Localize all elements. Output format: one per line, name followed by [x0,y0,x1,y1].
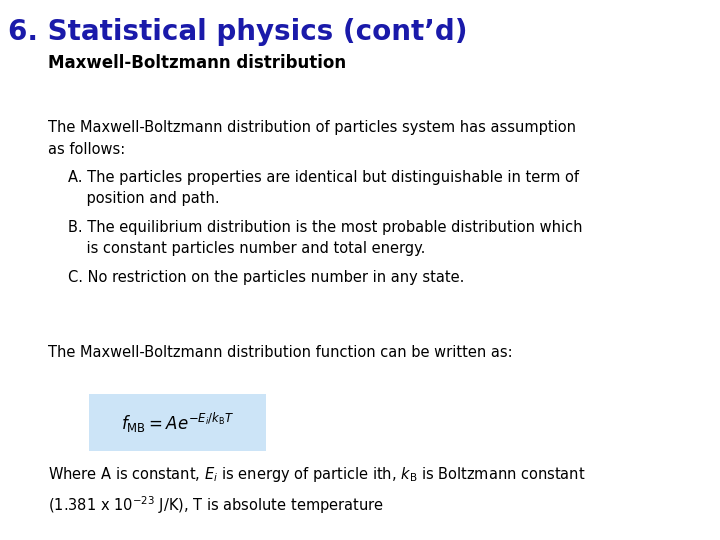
FancyBboxPatch shape [89,394,266,451]
Text: The Maxwell-Boltzmann distribution of particles system has assumption
as follows: The Maxwell-Boltzmann distribution of pa… [48,120,576,157]
Text: The Maxwell-Boltzmann distribution function can be written as:: The Maxwell-Boltzmann distribution funct… [48,345,513,360]
Text: 6. Statistical physics (cont’d): 6. Statistical physics (cont’d) [8,18,467,46]
Text: B. The equilibrium distribution is the most probable distribution which
    is c: B. The equilibrium distribution is the m… [68,220,582,256]
Text: C. No restriction on the particles number in any state.: C. No restriction on the particles numbe… [68,270,464,285]
Text: $f_{\mathrm{MB}} = Ae^{-E_i/k_{\mathrm{B}}T}$: $f_{\mathrm{MB}} = Ae^{-E_i/k_{\mathrm{B… [121,410,234,435]
Text: Where A is constant, $E_i$ is energy of particle ith, $k_{\mathrm{B}}$ is Boltzm: Where A is constant, $E_i$ is energy of … [48,465,585,516]
Text: Maxwell-Boltzmann distribution: Maxwell-Boltzmann distribution [48,54,346,72]
Text: A. The particles properties are identical but distinguishable in term of
    pos: A. The particles properties are identica… [68,170,579,206]
